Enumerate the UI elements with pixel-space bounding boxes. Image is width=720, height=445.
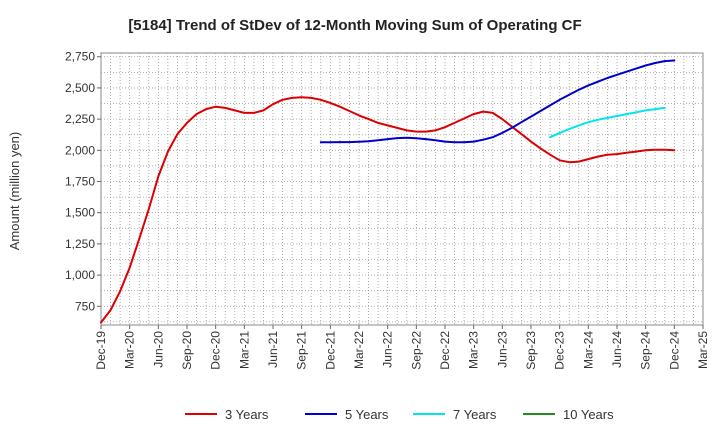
legend-label: 10 Years bbox=[563, 407, 614, 422]
y-tick-label: 2,250 bbox=[65, 112, 95, 126]
y-tick-label: 1,000 bbox=[65, 268, 95, 282]
chart-title: [5184] Trend of StDev of 12-Month Moving… bbox=[128, 17, 581, 34]
y-tick-label: 2,750 bbox=[65, 50, 95, 64]
y-tick-label: 1,250 bbox=[65, 237, 95, 251]
x-tick-label: Jun-22 bbox=[381, 331, 395, 368]
x-tick-label: Jun-23 bbox=[495, 331, 509, 368]
x-tick-label: Sep-24 bbox=[639, 331, 653, 370]
legend-label: 3 Years bbox=[225, 407, 269, 422]
series-line-3-years bbox=[100, 96, 676, 324]
x-tick-label: Jun-20 bbox=[151, 331, 165, 368]
x-tick-label: Dec-21 bbox=[323, 331, 337, 370]
x-tick-label: Sep-21 bbox=[295, 331, 309, 370]
x-tick-label: Dec-22 bbox=[438, 331, 452, 370]
y-tick-label: 1,750 bbox=[65, 175, 95, 189]
x-tick-label: Sep-20 bbox=[180, 331, 194, 370]
legend-label: 5 Years bbox=[345, 407, 389, 422]
x-tick-label: Dec-23 bbox=[553, 331, 567, 370]
x-tick-label: Mar-24 bbox=[581, 331, 595, 369]
x-tick-label: Sep-23 bbox=[524, 331, 538, 370]
series-line-7-years bbox=[549, 106, 666, 139]
x-tick-label: Sep-22 bbox=[409, 331, 423, 370]
x-tick-label: Jun-21 bbox=[266, 331, 280, 368]
x-tick-label: Jun-24 bbox=[610, 331, 624, 368]
plot-area bbox=[100, 52, 704, 326]
legend-label: 7 Years bbox=[453, 407, 497, 422]
legend: 3 Years 5 Years 7 Years 10 Years bbox=[185, 407, 614, 422]
series-line-5-years bbox=[319, 59, 676, 144]
y-axis-label: Amount (million yen) bbox=[7, 132, 22, 251]
x-tick-label: Mar-21 bbox=[237, 331, 251, 369]
x-tick-label: Dec-19 bbox=[94, 331, 108, 370]
y-tick-label: 2,500 bbox=[65, 81, 95, 95]
x-tick-label: Mar-23 bbox=[467, 331, 481, 369]
x-tick-label: Mar-25 bbox=[696, 331, 710, 369]
x-tick-label: Dec-24 bbox=[667, 331, 681, 370]
x-tick-label: Mar-20 bbox=[123, 331, 137, 369]
y-tick-label: 2,000 bbox=[65, 143, 95, 157]
x-tick-label: Dec-20 bbox=[209, 331, 223, 370]
y-tick-label: 750 bbox=[75, 299, 95, 313]
x-tick-label: Mar-22 bbox=[352, 331, 366, 369]
y-axis-ticks: 750 1,000 1,250 1,500 1,750 2,000 2,250 2,500 2,… bbox=[65, 50, 101, 313]
x-axis-ticks: Dec-19 Mar-20 Jun-20 Sep-20 Dec-20 Mar-21 Jun-… bbox=[94, 325, 710, 370]
y-tick-label: 1,500 bbox=[65, 206, 95, 220]
series-lines bbox=[100, 59, 676, 324]
